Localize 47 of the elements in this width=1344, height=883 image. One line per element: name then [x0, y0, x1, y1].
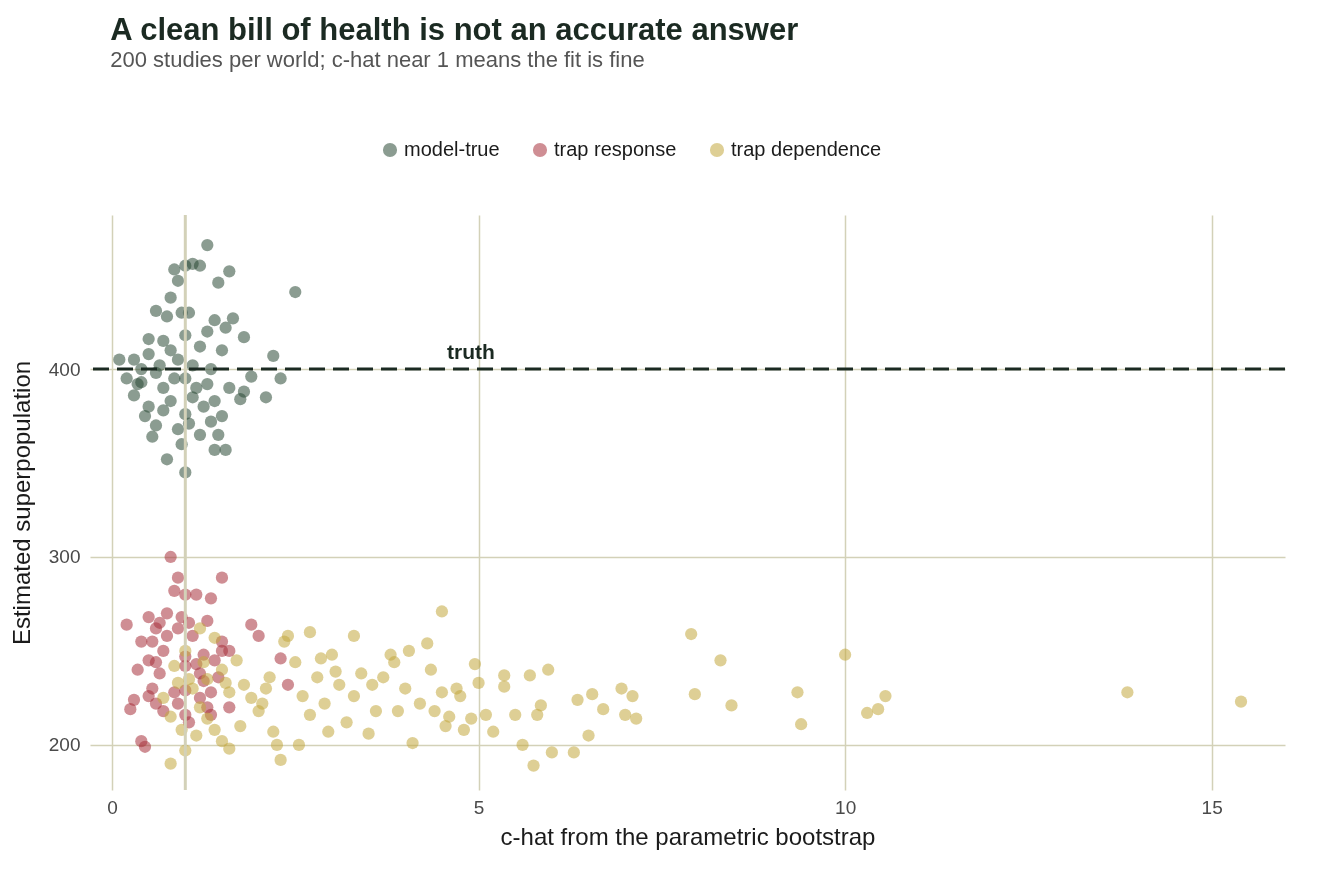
point	[135, 635, 148, 648]
y-tick-label: 400	[48, 358, 81, 380]
point	[168, 584, 181, 597]
ref-line-label: truth	[447, 340, 495, 364]
x-tick-label: 10	[835, 796, 857, 818]
point	[124, 703, 137, 716]
point	[186, 629, 199, 643]
point	[171, 697, 185, 710]
chart-title: A clean bill of health is not an accurate answer	[110, 12, 799, 47]
point	[164, 550, 177, 564]
legend-label: model-true	[404, 138, 500, 160]
point	[160, 607, 174, 620]
point	[245, 618, 258, 631]
chart-subtitle: 200 studies per world; c-hat near 1 means the fit is fine	[110, 47, 645, 72]
point	[146, 635, 159, 648]
x-axis-title: c-hat from the parametric bootstrap	[500, 822, 876, 850]
y-tick-label: 200	[48, 734, 81, 756]
legend-label: trap response	[554, 138, 677, 160]
y-tick-label: 300	[48, 546, 81, 568]
point	[215, 571, 229, 584]
x-tick-label: 15	[1201, 796, 1223, 818]
point	[190, 588, 203, 601]
point	[223, 701, 236, 714]
x-tick-label: 0	[107, 796, 118, 818]
point	[142, 611, 155, 624]
point	[131, 663, 144, 676]
y-axis-title: Estimated superpopulation	[7, 360, 35, 646]
point	[157, 644, 170, 658]
point	[138, 740, 152, 753]
point	[208, 654, 221, 667]
point	[160, 629, 174, 643]
point	[252, 629, 265, 643]
point	[171, 571, 185, 584]
point	[204, 686, 218, 699]
point	[204, 592, 218, 605]
point	[149, 656, 163, 669]
point	[201, 614, 214, 627]
point	[281, 678, 295, 691]
point	[142, 689, 155, 703]
x-tick-label: 5	[473, 796, 485, 818]
legend-label: trap dependence	[731, 138, 882, 160]
point	[171, 622, 185, 635]
point	[274, 652, 287, 665]
point	[153, 667, 166, 680]
point	[153, 616, 166, 629]
point	[120, 618, 133, 631]
point	[215, 644, 229, 658]
